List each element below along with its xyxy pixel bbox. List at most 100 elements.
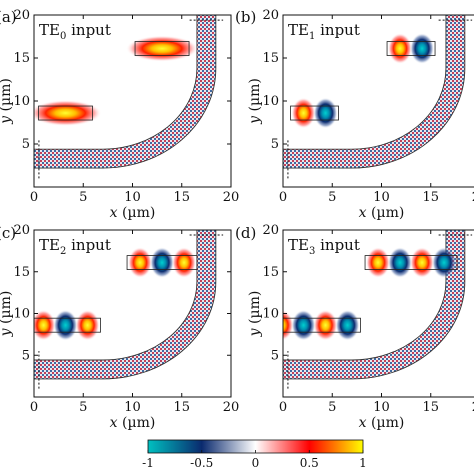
x-tick-label: 0 [30,190,38,205]
x-tick-label: 0 [279,400,287,415]
x-tick-label: 5 [79,190,87,205]
output-mode-profile [364,247,458,278]
field-lobe [34,100,102,127]
panel-title: TE1 input [288,21,360,42]
field-lobe [388,247,413,278]
x-tick-label: 20 [223,190,240,205]
x-tick-label: 15 [422,400,439,415]
x-tick-label: 15 [173,400,190,415]
x-tick-label: 20 [472,400,474,415]
colorbar: -1 -0.5 0 0.5 1 [142,439,367,470]
x-tick-label: 15 [173,190,190,205]
colorbar-tick-label: 0 [252,456,260,470]
waveguide-cross-section [283,317,361,333]
waveguide-grating [283,230,465,379]
colorbar-tick-label: 1 [359,456,367,470]
panel-title: TE0 input [39,21,111,42]
x-tick-label: 10 [124,190,141,205]
field-lobe [172,247,197,278]
field-lobe [75,309,100,341]
x-axis-label: x (µm) [359,205,405,221]
x-tick-label: 20 [223,400,240,415]
field-lobe [410,33,435,64]
y-tick-label: 10 [13,307,30,322]
panel-label: (d) [235,224,256,242]
y-tick-label: 5 [22,137,30,152]
field-lobe [335,309,360,341]
y-tick-label: 20 [262,223,279,238]
colorbar-tick-label: 0.5 [300,456,319,470]
waveguide-cross-section [126,255,198,270]
x-tick-label: 10 [373,190,390,205]
waveguide-cross-section [290,105,339,121]
y-tick-label: 5 [271,137,279,152]
field-lobe [128,247,153,278]
waveguide-grating [34,15,216,168]
waveguide-cross-section [34,317,101,333]
y-tick-label: 15 [13,51,30,66]
y-tick-label: 20 [262,8,279,23]
waveguide-cross-section [38,105,93,121]
waveguide-grating [34,230,216,379]
waveguide-cross-section [134,41,190,56]
field-lobe [53,309,78,341]
output-mode-profile [126,247,198,278]
field-lobe [126,35,199,62]
panel-label: (c) [0,224,16,242]
field-lobe [432,247,457,278]
panel-label: (a) [0,8,17,26]
x-tick-label: 10 [373,400,390,415]
field-lobe [150,247,175,278]
y-tick-label: 20 [13,8,30,23]
x-tick-label: 0 [279,190,287,205]
y-tick-label: 15 [262,51,279,66]
panel-a: 0 5 10 15 20 5 10 15 20 x (µm) y (µm) (a) TE0 input [0,8,240,221]
input-mode-profile [34,100,102,127]
y-tick-label: 10 [262,94,279,109]
y-axis-label: y (µm) [0,78,14,125]
x-tick-label: 5 [328,190,336,205]
field-lobe [283,309,294,341]
x-tick-label: 5 [328,400,336,415]
y-axis-label: y (µm) [247,78,263,125]
x-tick-label: 10 [124,400,141,415]
panel-c: 0 5 10 15 20 5 10 15 20 x (µm) y (µm) (c) TE2 input [0,223,240,431]
y-axis-label: y (µm) [247,291,263,338]
field-lobe [291,97,316,129]
x-axis-label: x (µm) [110,415,156,431]
field-lobe [313,309,338,341]
panel-title: TE2 input [39,236,111,257]
waveguide-cross-section [386,41,436,56]
y-tick-label: 15 [262,265,279,280]
input-mode-profile [283,309,361,341]
colorbar-tick-label: -1 [142,456,154,470]
field-lobe [366,247,391,278]
y-tick-label: 5 [271,348,279,363]
x-axis-label: x (µm) [110,205,156,221]
field-lobe [313,97,338,129]
y-tick-label: 10 [13,94,30,109]
input-mode-profile [34,309,101,341]
field-lobe [34,309,56,341]
y-tick-label: 20 [13,223,30,238]
panel-b: 0 5 10 15 20 5 10 15 20 x (µm) y (µm) (b) TE1 input [235,8,474,221]
panel-label: (b) [235,8,256,26]
y-tick-label: 5 [22,348,30,363]
input-mode-profile [290,97,339,129]
output-mode-profile [126,35,199,62]
colorbar-tick-label: -0.5 [190,456,213,470]
waveguide-cross-section [364,255,458,270]
y-tick-label: 15 [13,265,30,280]
panel-title: TE3 input [288,236,360,257]
waveguide-grating [283,15,465,168]
x-tick-label: 5 [79,400,87,415]
output-mode-profile [386,33,436,64]
x-tick-label: 20 [472,190,474,205]
y-axis-label: y (µm) [0,291,14,338]
panel-d: 0 5 10 15 20 5 10 15 20 x (µm) y (µm) (d) TE3 input [235,223,474,431]
field-lobe [291,309,316,341]
field-lobe [410,247,435,278]
x-axis-label: x (µm) [359,415,405,431]
field-lobe [388,33,413,64]
